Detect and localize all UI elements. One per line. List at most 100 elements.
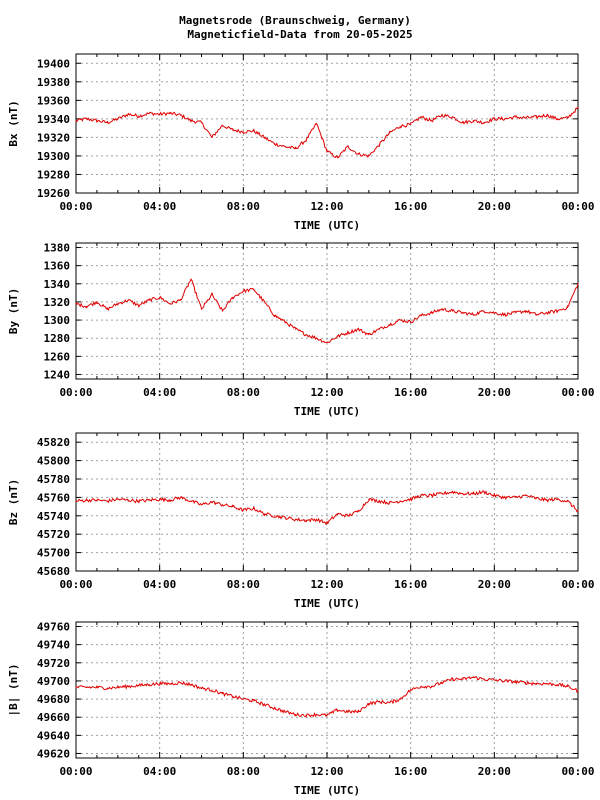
chart-title-line2: Magneticfield-Data from 20-05-2025 xyxy=(187,28,412,41)
data-point xyxy=(75,303,77,305)
data-point xyxy=(493,494,495,497)
data-point xyxy=(106,121,108,124)
data-point xyxy=(242,509,244,511)
data-point xyxy=(462,678,464,680)
data-point xyxy=(493,679,495,681)
data-point xyxy=(96,301,98,303)
data-point xyxy=(410,689,412,691)
data-point xyxy=(284,146,286,148)
data-point xyxy=(221,693,224,695)
data-point xyxy=(483,491,485,493)
y-tick-label: 45740 xyxy=(37,510,70,523)
data-point xyxy=(399,125,401,127)
data-point xyxy=(577,283,579,285)
data-point xyxy=(368,703,370,705)
x-tick-label: 00:00 xyxy=(59,765,92,778)
data-point xyxy=(493,312,495,314)
data-point xyxy=(190,500,192,502)
data-point xyxy=(336,513,339,515)
data-point xyxy=(430,494,433,497)
data-point xyxy=(378,328,380,330)
data-point xyxy=(326,150,328,152)
data-point xyxy=(284,517,286,519)
y-tick-label: 1360 xyxy=(44,260,71,273)
data-point xyxy=(242,131,244,133)
data-point xyxy=(200,308,203,310)
data-point xyxy=(127,499,129,501)
y-tick-label: 19320 xyxy=(37,131,70,144)
y-tick-label: 45720 xyxy=(37,528,70,541)
data-point xyxy=(368,333,370,336)
data-point xyxy=(106,687,108,689)
x-tick-label: 08:00 xyxy=(227,200,260,213)
data-point xyxy=(315,337,318,339)
data-point xyxy=(159,683,161,685)
data-point xyxy=(451,491,454,493)
data-point xyxy=(514,116,516,118)
data-point xyxy=(546,312,548,314)
data-point xyxy=(232,296,234,298)
data-point xyxy=(148,112,150,114)
data-point xyxy=(85,118,88,120)
data-point xyxy=(169,112,171,114)
y-axis-label: Bz (nT) xyxy=(7,479,20,525)
x-tick-label: 12:00 xyxy=(310,200,343,213)
y-axis-label: Bx (nT) xyxy=(7,100,20,146)
data-point xyxy=(336,157,339,159)
data-point xyxy=(326,714,328,716)
data-point xyxy=(263,136,265,138)
y-tick-label: 19400 xyxy=(37,57,70,70)
data-point xyxy=(504,314,506,316)
y-tick-label: 19340 xyxy=(37,113,70,126)
data-point xyxy=(441,308,443,310)
data-point xyxy=(525,494,527,497)
x-tick-label: 08:00 xyxy=(227,386,260,399)
y-tick-label: 19260 xyxy=(37,187,70,200)
x-tick-label: 16:00 xyxy=(394,578,427,591)
data-point xyxy=(577,107,579,109)
y-tick-label: 49720 xyxy=(37,657,70,670)
x-tick-label: 00:00 xyxy=(561,200,594,213)
data-point xyxy=(169,303,171,305)
x-axis-label: TIME (UTC) xyxy=(294,219,360,232)
y-tick-label: 1240 xyxy=(44,368,71,381)
data-point xyxy=(96,120,98,122)
data-point xyxy=(232,695,234,697)
data-point xyxy=(420,494,422,497)
x-tick-label: 16:00 xyxy=(394,200,427,213)
y-axis-label: |B| (nT) xyxy=(7,664,20,717)
y-tick-label: 19280 xyxy=(37,168,70,181)
data-point xyxy=(566,306,569,308)
data-point xyxy=(190,120,192,122)
data-point xyxy=(138,304,140,307)
data-point xyxy=(96,686,98,688)
x-tick-label: 16:00 xyxy=(394,386,427,399)
x-tick-label: 00:00 xyxy=(59,200,92,213)
data-point xyxy=(253,700,255,702)
data-point xyxy=(326,342,328,344)
data-point xyxy=(274,707,276,709)
data-point xyxy=(389,324,391,326)
data-point xyxy=(430,120,433,122)
data-point xyxy=(159,296,161,298)
data-point xyxy=(221,504,224,506)
data-point xyxy=(315,713,318,716)
data-point xyxy=(472,676,475,678)
data-point xyxy=(117,686,119,688)
data-point xyxy=(504,118,506,120)
data-point xyxy=(148,499,150,501)
data-point xyxy=(263,301,265,303)
data-point xyxy=(211,501,213,503)
x-tick-label: 00:00 xyxy=(561,386,594,399)
data-point xyxy=(221,310,224,312)
data-point xyxy=(200,121,203,124)
data-point xyxy=(441,114,443,116)
data-point xyxy=(284,711,286,713)
x-tick-label: 20:00 xyxy=(478,386,511,399)
data-point xyxy=(514,681,516,683)
y-tick-label: 45820 xyxy=(37,436,70,449)
data-point xyxy=(169,683,171,685)
data-point xyxy=(504,680,506,682)
data-point xyxy=(357,328,359,330)
data-point xyxy=(430,685,433,687)
